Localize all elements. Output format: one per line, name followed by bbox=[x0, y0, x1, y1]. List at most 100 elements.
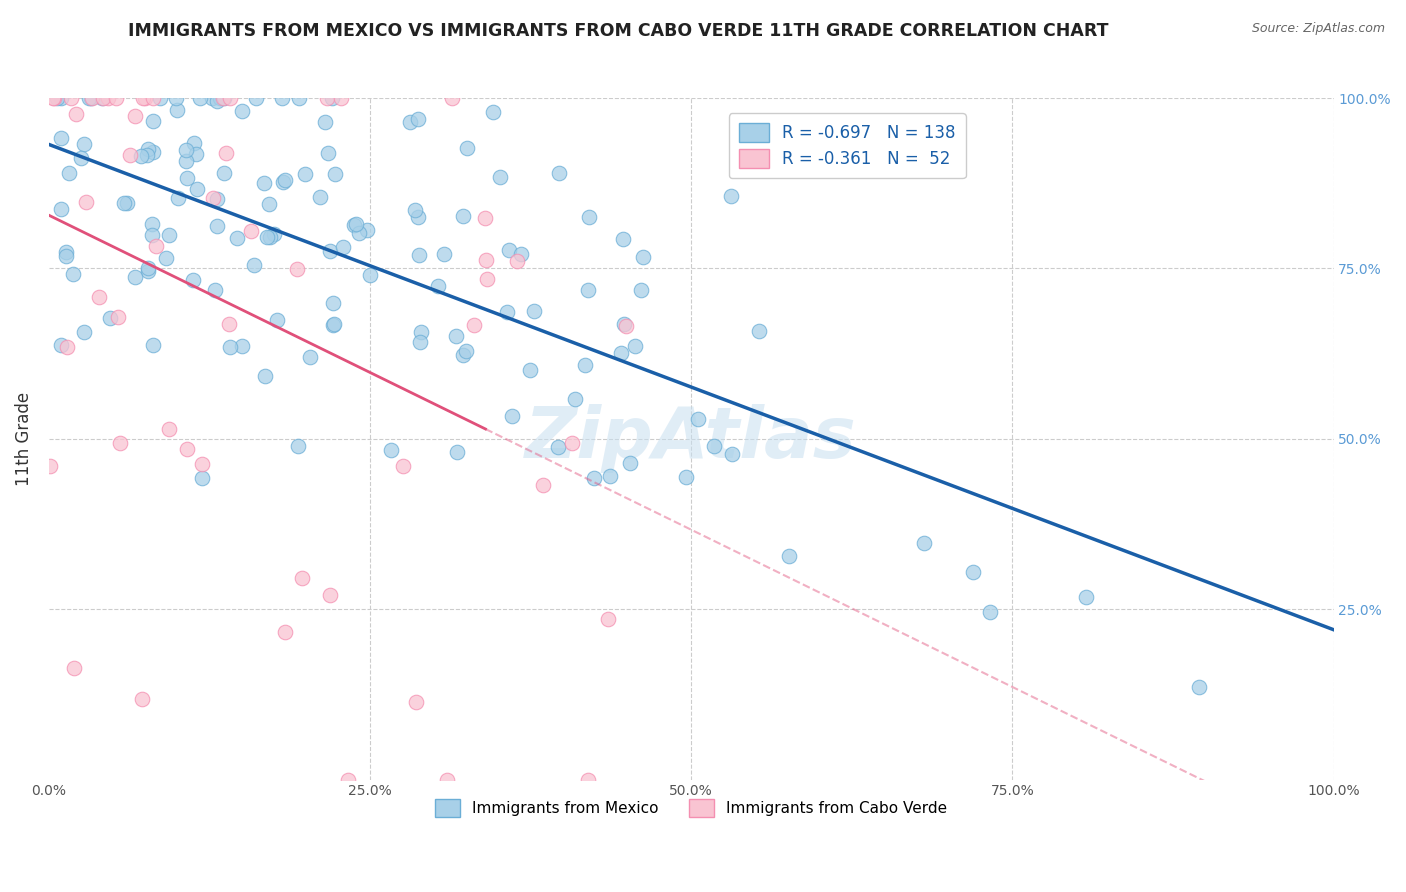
Point bbox=[205, 95, 228, 109]
Point bbox=[124, 109, 146, 123]
Point bbox=[97, 91, 120, 105]
Point bbox=[1074, 590, 1097, 604]
Point bbox=[186, 147, 208, 161]
Point bbox=[287, 91, 309, 105]
Point bbox=[155, 252, 177, 266]
Point bbox=[314, 114, 336, 128]
Point bbox=[87, 290, 110, 304]
Point bbox=[686, 412, 709, 426]
Point bbox=[141, 218, 163, 232]
Point bbox=[322, 318, 344, 332]
Point bbox=[720, 188, 742, 202]
Point bbox=[496, 305, 519, 319]
Point bbox=[454, 344, 477, 359]
Point bbox=[294, 167, 316, 181]
Point bbox=[475, 252, 498, 267]
Point bbox=[157, 228, 180, 243]
Point bbox=[157, 421, 180, 435]
Point bbox=[136, 261, 159, 276]
Point bbox=[205, 219, 228, 233]
Point bbox=[498, 243, 520, 257]
Point bbox=[62, 661, 84, 675]
Point bbox=[204, 283, 226, 297]
Point bbox=[574, 358, 596, 372]
Point bbox=[243, 258, 266, 272]
Point bbox=[166, 191, 188, 205]
Point bbox=[149, 91, 172, 105]
Point bbox=[274, 624, 297, 639]
Point bbox=[91, 91, 114, 105]
Point bbox=[576, 283, 599, 297]
Point bbox=[531, 478, 554, 492]
Point bbox=[576, 772, 599, 787]
Point bbox=[433, 246, 456, 260]
Point bbox=[548, 166, 571, 180]
Point bbox=[131, 692, 153, 706]
Point bbox=[721, 447, 744, 461]
Point bbox=[271, 91, 294, 105]
Point bbox=[979, 605, 1001, 619]
Point bbox=[463, 318, 485, 332]
Point bbox=[274, 173, 297, 187]
Point bbox=[174, 154, 197, 169]
Point bbox=[166, 103, 188, 118]
Point bbox=[142, 91, 165, 105]
Point bbox=[309, 190, 332, 204]
Point bbox=[75, 194, 97, 209]
Point bbox=[124, 269, 146, 284]
Point bbox=[142, 145, 165, 159]
Point bbox=[253, 176, 276, 190]
Point bbox=[142, 113, 165, 128]
Point bbox=[73, 325, 96, 339]
Point bbox=[219, 341, 242, 355]
Point bbox=[599, 468, 621, 483]
Point bbox=[519, 363, 541, 377]
Point bbox=[619, 456, 641, 470]
Point bbox=[298, 351, 321, 365]
Point bbox=[129, 149, 152, 163]
Point bbox=[481, 105, 503, 120]
Point bbox=[219, 91, 242, 105]
Point bbox=[703, 439, 725, 453]
Point bbox=[399, 115, 422, 129]
Point bbox=[38, 458, 60, 473]
Point bbox=[598, 612, 620, 626]
Legend: Immigrants from Mexico, Immigrants from Cabo Verde: Immigrants from Mexico, Immigrants from … bbox=[429, 793, 953, 823]
Point bbox=[263, 227, 285, 241]
Point bbox=[176, 442, 198, 456]
Point bbox=[91, 91, 114, 105]
Point bbox=[614, 318, 637, 333]
Point bbox=[65, 107, 87, 121]
Text: ZipAtlas: ZipAtlas bbox=[526, 404, 858, 474]
Point bbox=[359, 268, 381, 283]
Point bbox=[912, 536, 935, 550]
Point bbox=[105, 91, 128, 105]
Point bbox=[211, 91, 233, 105]
Point bbox=[523, 304, 546, 318]
Point bbox=[344, 217, 367, 231]
Point bbox=[332, 240, 354, 254]
Point bbox=[408, 112, 430, 127]
Point bbox=[174, 143, 197, 157]
Point bbox=[287, 439, 309, 453]
Point bbox=[426, 279, 449, 293]
Point bbox=[319, 244, 342, 259]
Point bbox=[271, 175, 294, 189]
Point bbox=[215, 146, 238, 161]
Text: Source: ZipAtlas.com: Source: ZipAtlas.com bbox=[1251, 22, 1385, 36]
Point bbox=[80, 91, 103, 105]
Point bbox=[201, 91, 224, 105]
Point bbox=[108, 435, 131, 450]
Point bbox=[142, 338, 165, 352]
Point bbox=[319, 588, 342, 602]
Point bbox=[202, 191, 225, 205]
Point bbox=[132, 91, 155, 105]
Point bbox=[73, 137, 96, 152]
Point bbox=[547, 441, 569, 455]
Point bbox=[176, 171, 198, 186]
Point bbox=[564, 392, 586, 406]
Point bbox=[446, 444, 468, 458]
Point bbox=[183, 136, 205, 151]
Point bbox=[112, 196, 135, 211]
Point bbox=[134, 91, 156, 105]
